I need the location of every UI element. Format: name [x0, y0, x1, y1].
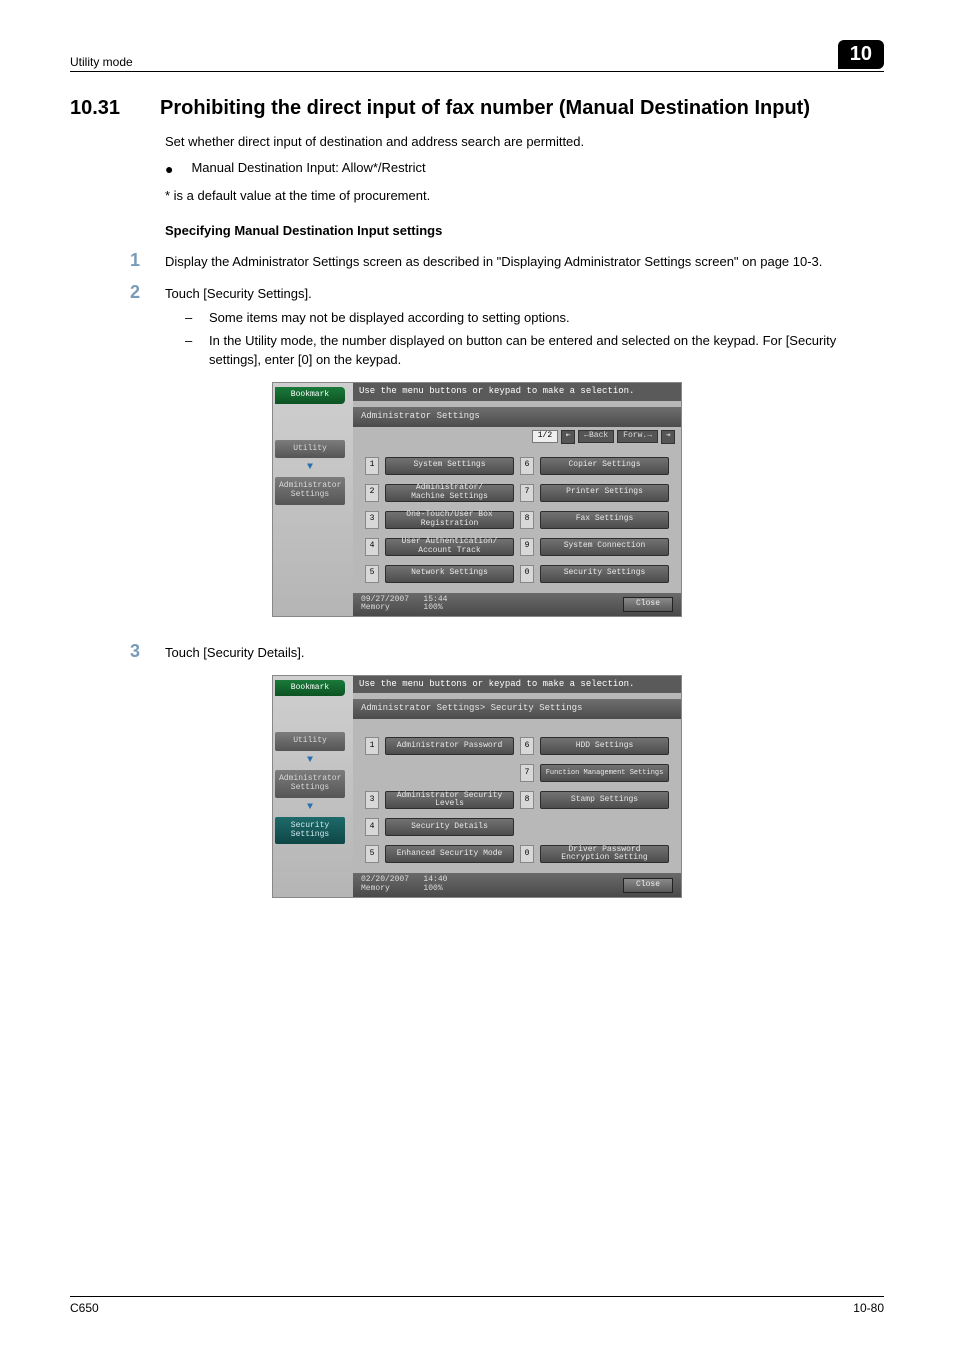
screen-title: Administrator Settings> Security Setting… [353, 699, 681, 719]
menu-num-9: 9 [520, 538, 534, 556]
menu-num-7: 7 [520, 764, 534, 782]
menu-user-auth[interactable]: User Authentication/ Account Track [385, 538, 514, 556]
running-head: Utility mode [70, 55, 133, 69]
menu-one-touch[interactable]: One-Touch/User Box Registration [385, 511, 514, 529]
menu-system-settings[interactable]: System Settings [385, 457, 514, 475]
instruction-bar: Use the menu buttons or keypad to make a… [353, 676, 681, 694]
screenshot-security-settings: Bookmark Utility ▼ Administrator Setting… [272, 675, 682, 898]
menu-enhanced-security[interactable]: Enhanced Security Mode [385, 845, 514, 863]
arrow-down-icon: ▼ [275, 462, 345, 473]
menu-copier-settings[interactable]: Copier Settings [540, 457, 669, 475]
step-1-number: 1 [130, 250, 145, 272]
bookmark-tab[interactable]: Bookmark [275, 680, 345, 697]
close-button[interactable]: Close [623, 597, 673, 612]
menu-num-6: 6 [520, 737, 534, 755]
step-3-text: Touch [Security Details]. [165, 641, 884, 663]
back-button[interactable]: ←Back [578, 430, 614, 443]
chapter-badge: 10 [838, 40, 884, 69]
menu-function-mgmt[interactable]: Function Management Settings [540, 764, 669, 782]
menu-num-3: 3 [365, 791, 379, 809]
footer-model: C650 [70, 1301, 99, 1315]
menu-driver-pwd-enc[interactable]: Driver Password Encryption Setting [540, 845, 669, 863]
section-number: 10.31 [70, 97, 140, 120]
menu-num-4: 4 [365, 818, 379, 836]
menu-num-0: 0 [520, 845, 534, 863]
footer-datetime: 09/27/2007 15:44Memory 100% [361, 596, 447, 614]
step-2b-text: In the Utility mode, the number displaye… [209, 332, 884, 370]
bullet-text: Manual Destination Input: Allow*/Restric… [191, 160, 425, 178]
page-first-button[interactable]: ⇤ [561, 430, 575, 444]
sidebar-utility[interactable]: Utility [275, 440, 345, 459]
sidebar-admin-settings[interactable]: Administrator Settings [275, 477, 345, 505]
menu-num-5: 5 [365, 565, 379, 583]
footer-datetime: 02/20/2007 14:40Memory 100% [361, 876, 447, 894]
menu-num-0: 0 [520, 565, 534, 583]
menu-num-1: 1 [365, 457, 379, 475]
intro-text: Set whether direct input of destination … [165, 132, 884, 152]
menu-num-3: 3 [365, 511, 379, 529]
forward-button[interactable]: Forw.→ [617, 430, 658, 443]
step-2-number: 2 [130, 282, 145, 304]
footnote-text: * is a default value at the time of proc… [165, 186, 884, 206]
sidebar-security-settings[interactable]: Security Settings [275, 817, 345, 845]
dash-icon: – [185, 332, 195, 370]
menu-admin-sec-levels[interactable]: Administrator Security Levels [385, 791, 514, 809]
step-1-text: Display the Administrator Settings scree… [165, 250, 884, 272]
close-button[interactable]: Close [623, 878, 673, 893]
menu-security-details[interactable]: Security Details [385, 818, 514, 836]
step-2-text: Touch [Security Settings]. [165, 282, 884, 304]
instruction-bar: Use the menu buttons or keypad to make a… [353, 383, 681, 401]
screen-title: Administrator Settings [353, 407, 681, 427]
screenshot-admin-settings: Bookmark Utility ▼ Administrator Setting… [272, 382, 682, 617]
menu-fax-settings[interactable]: Fax Settings [540, 511, 669, 529]
menu-num-1: 1 [365, 737, 379, 755]
menu-hdd-settings[interactable]: HDD Settings [540, 737, 669, 755]
menu-num-8: 8 [520, 791, 534, 809]
menu-num-8: 8 [520, 511, 534, 529]
menu-printer-settings[interactable]: Printer Settings [540, 484, 669, 502]
page-last-button[interactable]: ⇥ [661, 430, 675, 444]
menu-admin-machine[interactable]: Administrator/ Machine Settings [385, 484, 514, 502]
menu-network-settings[interactable]: Network Settings [385, 565, 514, 583]
menu-security-settings[interactable]: Security Settings [540, 565, 669, 583]
menu-num-4: 4 [365, 538, 379, 556]
sidebar-admin-settings[interactable]: Administrator Settings [275, 770, 345, 798]
page-indicator: 1/2 [532, 430, 558, 443]
sidebar-utility[interactable]: Utility [275, 732, 345, 751]
step-3-number: 3 [130, 641, 145, 663]
menu-stamp-settings[interactable]: Stamp Settings [540, 791, 669, 809]
arrow-down-icon: ▼ [275, 802, 345, 813]
menu-num-2: 2 [365, 484, 379, 502]
menu-num-7: 7 [520, 484, 534, 502]
menu-system-connection[interactable]: System Connection [540, 538, 669, 556]
menu-admin-password[interactable]: Administrator Password [385, 737, 514, 755]
dash-icon: – [185, 309, 195, 328]
section-title: Prohibiting the direct input of fax numb… [160, 97, 810, 120]
menu-num-6: 6 [520, 457, 534, 475]
bullet-icon: ● [165, 160, 173, 178]
arrow-down-icon: ▼ [275, 755, 345, 766]
step-2a-text: Some items may not be displayed accordin… [209, 309, 570, 328]
footer-page: 10-80 [853, 1301, 884, 1315]
bookmark-tab[interactable]: Bookmark [275, 387, 345, 404]
menu-num-5: 5 [365, 845, 379, 863]
subheading: Specifying Manual Destination Input sett… [165, 223, 884, 238]
